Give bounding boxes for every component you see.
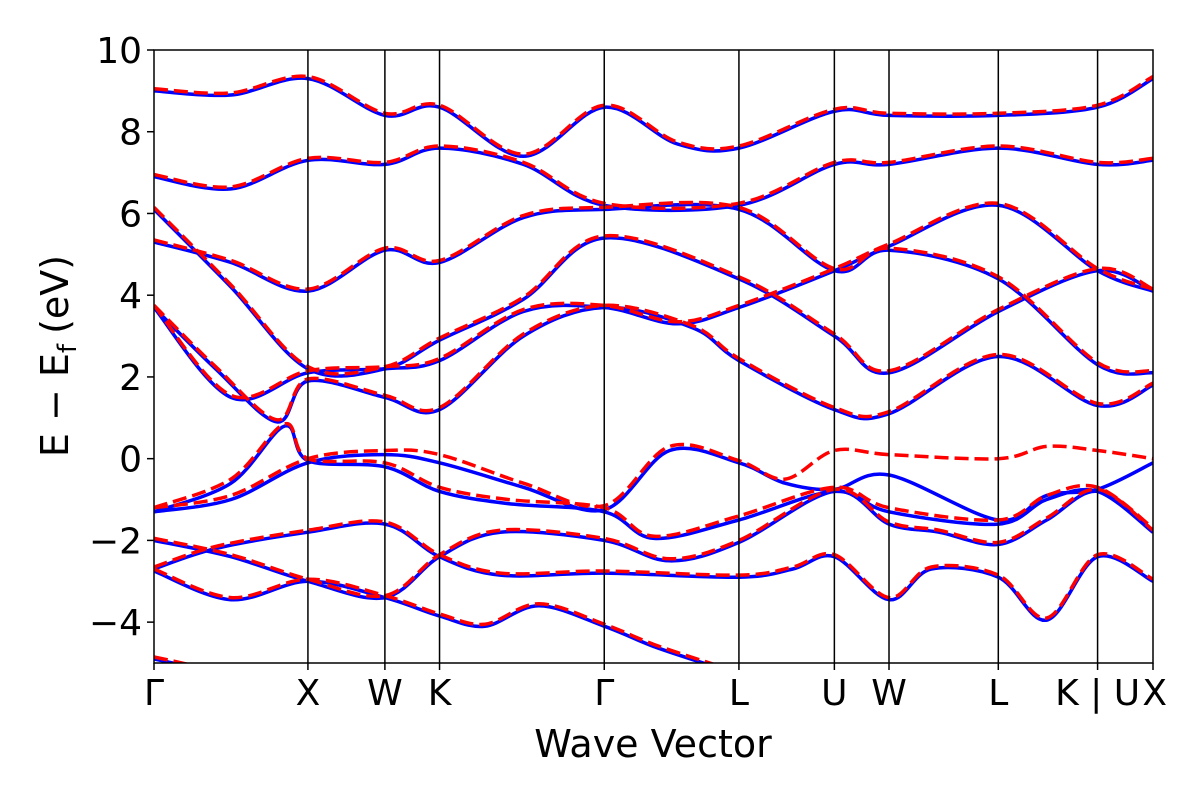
y-axis-ticks: −4 −2 0 2 4 6 8 10 — [89, 31, 154, 644]
solid-band-2 — [154, 521, 1153, 622]
solid-band-1 — [154, 569, 709, 663]
solid-band-3 — [154, 489, 1153, 601]
y-tick-label: 10 — [96, 31, 142, 72]
dashed-band-3 — [154, 487, 1153, 599]
x-tick-label: K — [428, 673, 453, 714]
solid-band-11 — [154, 76, 1153, 159]
y-tick-label: 4 — [119, 276, 142, 317]
high-symmetry-lines — [307, 50, 1099, 663]
dashed-band-7 — [154, 303, 1153, 422]
y-axis-title-main: E − E — [33, 353, 77, 457]
x-tick-label: K | U — [1055, 673, 1140, 714]
y-tick-label: 8 — [119, 113, 142, 154]
dashed-band-2 — [154, 519, 1153, 620]
y-axis-title: E − Ef (eV) — [33, 255, 83, 457]
x-tick-label: X — [1142, 673, 1167, 714]
dashed-band-11 — [154, 74, 1153, 156]
y-tick-label: −4 — [89, 603, 142, 644]
solid-band-5 — [154, 446, 1153, 522]
y-tick-label: 0 — [119, 440, 142, 481]
x-tick-label: Γ — [144, 673, 164, 714]
x-tick-label: L — [729, 673, 749, 714]
x-axis-title: Wave Vector — [534, 722, 772, 766]
y-axis-title-unit: (eV) — [33, 255, 77, 334]
dashed-band-5 — [154, 442, 1153, 510]
x-tick-label: L — [988, 673, 1008, 714]
y-axis-title-subscript: f — [53, 343, 83, 353]
dashed-band-4 — [154, 422, 1153, 539]
dashed-band-1 — [154, 567, 716, 663]
x-tick-label: U — [821, 673, 847, 714]
plot-frame — [153, 49, 1154, 664]
y-tick-label: −2 — [89, 521, 142, 562]
x-tick-label: W — [871, 673, 907, 714]
y-tick-label: 6 — [119, 194, 142, 235]
x-tick-label: Γ — [594, 673, 614, 714]
y-tick-label: 2 — [119, 358, 142, 399]
x-tick-label: W — [367, 673, 403, 714]
x-tick-label: X — [296, 673, 321, 714]
